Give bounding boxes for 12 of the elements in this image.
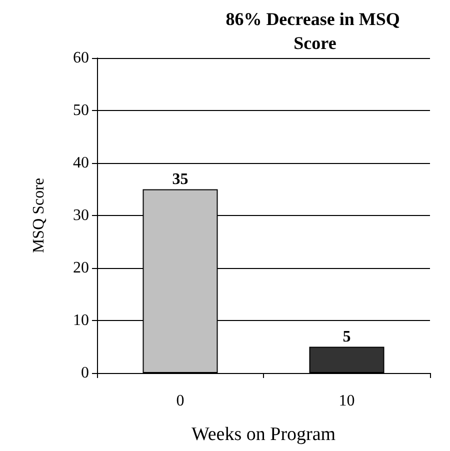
y-tick-label: 30 (73, 207, 89, 224)
chart-title: 86% Decrease in MSQ Score (226, 9, 404, 53)
y-tick-label: 40 (73, 154, 89, 172)
y-tick-label: 60 (73, 50, 89, 66)
data-label: 35 (172, 170, 188, 188)
x-axis-title: Weeks on Program (191, 424, 336, 445)
data-label: 5 (342, 328, 351, 346)
y-tick-label: 50 (73, 102, 89, 119)
y-tick-label: 0 (81, 364, 89, 382)
y-axis-title: MSQ Score (30, 178, 48, 254)
y-tick-label: 20 (73, 260, 89, 276)
y-tick-label: 10 (73, 312, 89, 329)
